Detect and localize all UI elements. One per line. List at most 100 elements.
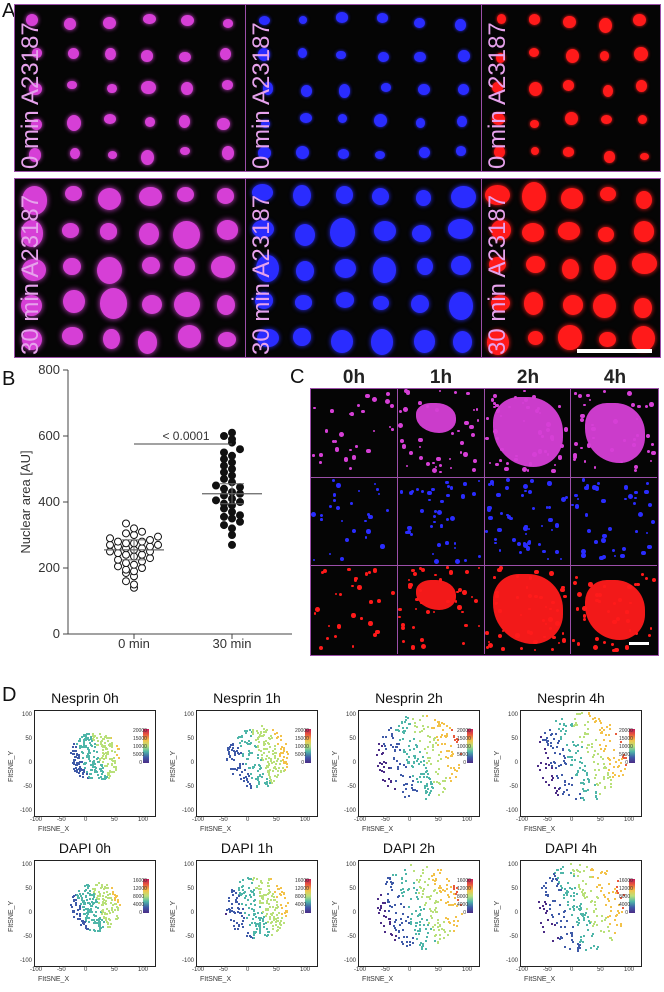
tsne-point — [73, 768, 76, 771]
tsne-point — [587, 751, 590, 754]
cell-dot — [347, 567, 351, 572]
tsne-point — [407, 755, 410, 758]
tsne-point — [245, 730, 248, 733]
tsne-point — [258, 925, 261, 928]
tsne-point — [100, 884, 103, 887]
tsne-point — [409, 740, 412, 743]
tsne-point — [81, 921, 84, 924]
tsne-point — [393, 788, 396, 791]
tsne-point — [554, 752, 557, 755]
tsne-point — [258, 917, 261, 920]
tsne-point — [237, 889, 240, 892]
cell-dot — [596, 482, 600, 486]
tsne-point — [269, 878, 272, 881]
timecourse-grid — [310, 388, 659, 656]
tsne-point — [105, 899, 108, 902]
tsne-point — [570, 872, 573, 875]
cell-dot — [368, 514, 373, 520]
tsne-point — [401, 876, 403, 879]
colorbar-tick: 20000 — [619, 728, 633, 734]
tsne-point — [81, 750, 84, 753]
nucleus — [66, 114, 82, 132]
tsne-point — [593, 900, 596, 903]
tsne-point — [85, 770, 88, 773]
tsne-point — [603, 786, 606, 789]
nucleus — [218, 332, 237, 347]
tsne-point — [441, 729, 444, 732]
tsne-point — [547, 739, 550, 742]
tsne-point — [587, 728, 590, 731]
tsne-point — [113, 762, 116, 765]
tsne-point — [110, 745, 113, 748]
tsne-point — [454, 915, 457, 918]
tsne-point — [73, 743, 76, 746]
tsne-point — [274, 920, 277, 923]
tsne-point — [105, 903, 108, 905]
scale-bar-c — [629, 642, 649, 645]
tsne-point — [549, 903, 552, 906]
tsne-point — [70, 906, 73, 909]
data-point — [228, 507, 236, 516]
tsne-point — [416, 879, 419, 882]
tsne-point — [572, 743, 575, 746]
tsne-point — [597, 718, 600, 721]
tsne-point — [249, 786, 252, 789]
cell-dot — [439, 525, 443, 529]
tsne-point — [262, 731, 265, 734]
tsne-point — [431, 879, 434, 882]
tsne-point — [271, 749, 274, 752]
tsne-point — [69, 903, 72, 906]
cell-dot — [434, 573, 438, 577]
tsne-point — [99, 767, 102, 770]
tsne-point — [407, 794, 410, 797]
tsne-point — [418, 933, 421, 936]
tsne-point — [99, 740, 102, 743]
tsne-point — [576, 743, 579, 746]
cell-dot — [462, 452, 468, 458]
tsne-point — [379, 905, 382, 908]
tsne-point — [409, 722, 412, 725]
x-tick: 0 — [408, 967, 412, 973]
tsne-point — [583, 917, 586, 920]
tsne-point — [112, 760, 115, 763]
x-tick: 100 — [624, 967, 635, 973]
tsne-point — [229, 909, 232, 912]
tsne-point — [101, 767, 104, 770]
tsne-point — [567, 891, 570, 894]
cell-dot — [319, 461, 322, 464]
nucleus — [558, 222, 581, 240]
tsne-point — [558, 739, 561, 742]
micrograph-row-30min: 30 min A23187 30 min A23187 30 min A2318… — [14, 178, 661, 358]
tsne-point — [94, 893, 97, 896]
tsne-point — [249, 878, 252, 881]
cell-dot — [487, 643, 493, 649]
cell-dot — [627, 493, 633, 499]
tsne-point — [429, 735, 432, 738]
tsne-point — [99, 742, 102, 745]
tsne-point — [95, 737, 98, 740]
tsne-point — [228, 747, 231, 750]
tsne-point — [274, 891, 277, 894]
tsne-point — [89, 764, 92, 767]
nucleus — [63, 290, 85, 314]
tsne-point — [248, 752, 251, 755]
tsne-point — [402, 726, 405, 729]
tsne-point — [448, 726, 451, 729]
cell-dot — [431, 487, 435, 491]
cell-dot — [368, 621, 373, 626]
y-axis-label: FItSNE_Y — [494, 750, 501, 782]
tsne-point — [585, 790, 588, 793]
tsne-point — [233, 767, 236, 770]
cell-dot — [580, 413, 585, 419]
nucleus — [329, 218, 355, 247]
tsne-point — [258, 782, 261, 785]
tsne-point — [74, 758, 77, 761]
tsne-point — [559, 753, 562, 756]
tsne-point — [429, 741, 432, 744]
tsne-point — [609, 782, 612, 785]
tsne-point — [277, 774, 280, 777]
tsne-point — [540, 922, 543, 925]
tsne-point — [546, 744, 549, 747]
nucleus — [140, 50, 154, 62]
nucleus — [635, 190, 653, 209]
